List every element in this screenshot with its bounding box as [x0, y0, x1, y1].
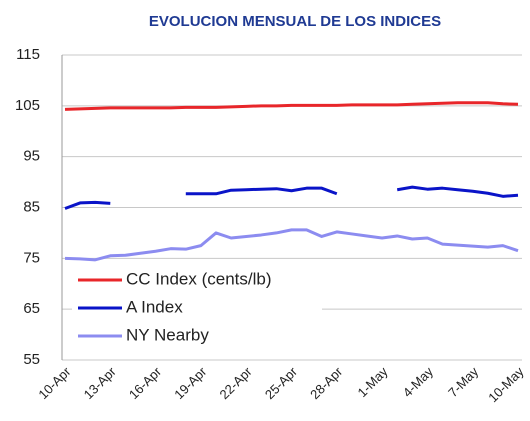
y-tick-label: 105 — [15, 97, 40, 114]
x-tick-label: 4-May — [400, 364, 436, 400]
x-tick-label: 13-Apr — [81, 363, 120, 402]
x-tick-label: 7-May — [445, 364, 481, 400]
chart-title: EVOLUCION MENSUAL DE LOS INDICES — [149, 13, 441, 30]
y-tick-label: 55 — [23, 351, 40, 368]
x-tick-label: 28-Apr — [307, 363, 346, 402]
x-tick-label: 19-Apr — [171, 363, 210, 402]
series-line — [64, 200, 111, 210]
y-tick-label: 75 — [23, 249, 40, 266]
x-tick-label: 22-Apr — [217, 363, 256, 402]
x-tick-label: 10-Apr — [35, 363, 74, 402]
series-line — [64, 101, 519, 111]
x-tick-label: 10-May — [485, 364, 527, 406]
y-tick-label: 95 — [23, 148, 40, 165]
series-line — [396, 185, 519, 198]
series-line — [185, 186, 338, 196]
x-tick-label: 16-Apr — [126, 363, 165, 402]
legend-label: A Index — [126, 297, 183, 316]
y-tick-label: 85 — [23, 198, 40, 215]
x-tick-label: 25-Apr — [262, 363, 301, 402]
y-tick-label: 115 — [16, 46, 40, 63]
legend-label: NY Nearby — [126, 325, 209, 344]
x-tick-label: 1-May — [355, 364, 391, 400]
y-tick-label: 65 — [23, 300, 40, 317]
series-line — [64, 228, 519, 262]
legend-label: CC Index (cents/lb) — [126, 269, 272, 288]
